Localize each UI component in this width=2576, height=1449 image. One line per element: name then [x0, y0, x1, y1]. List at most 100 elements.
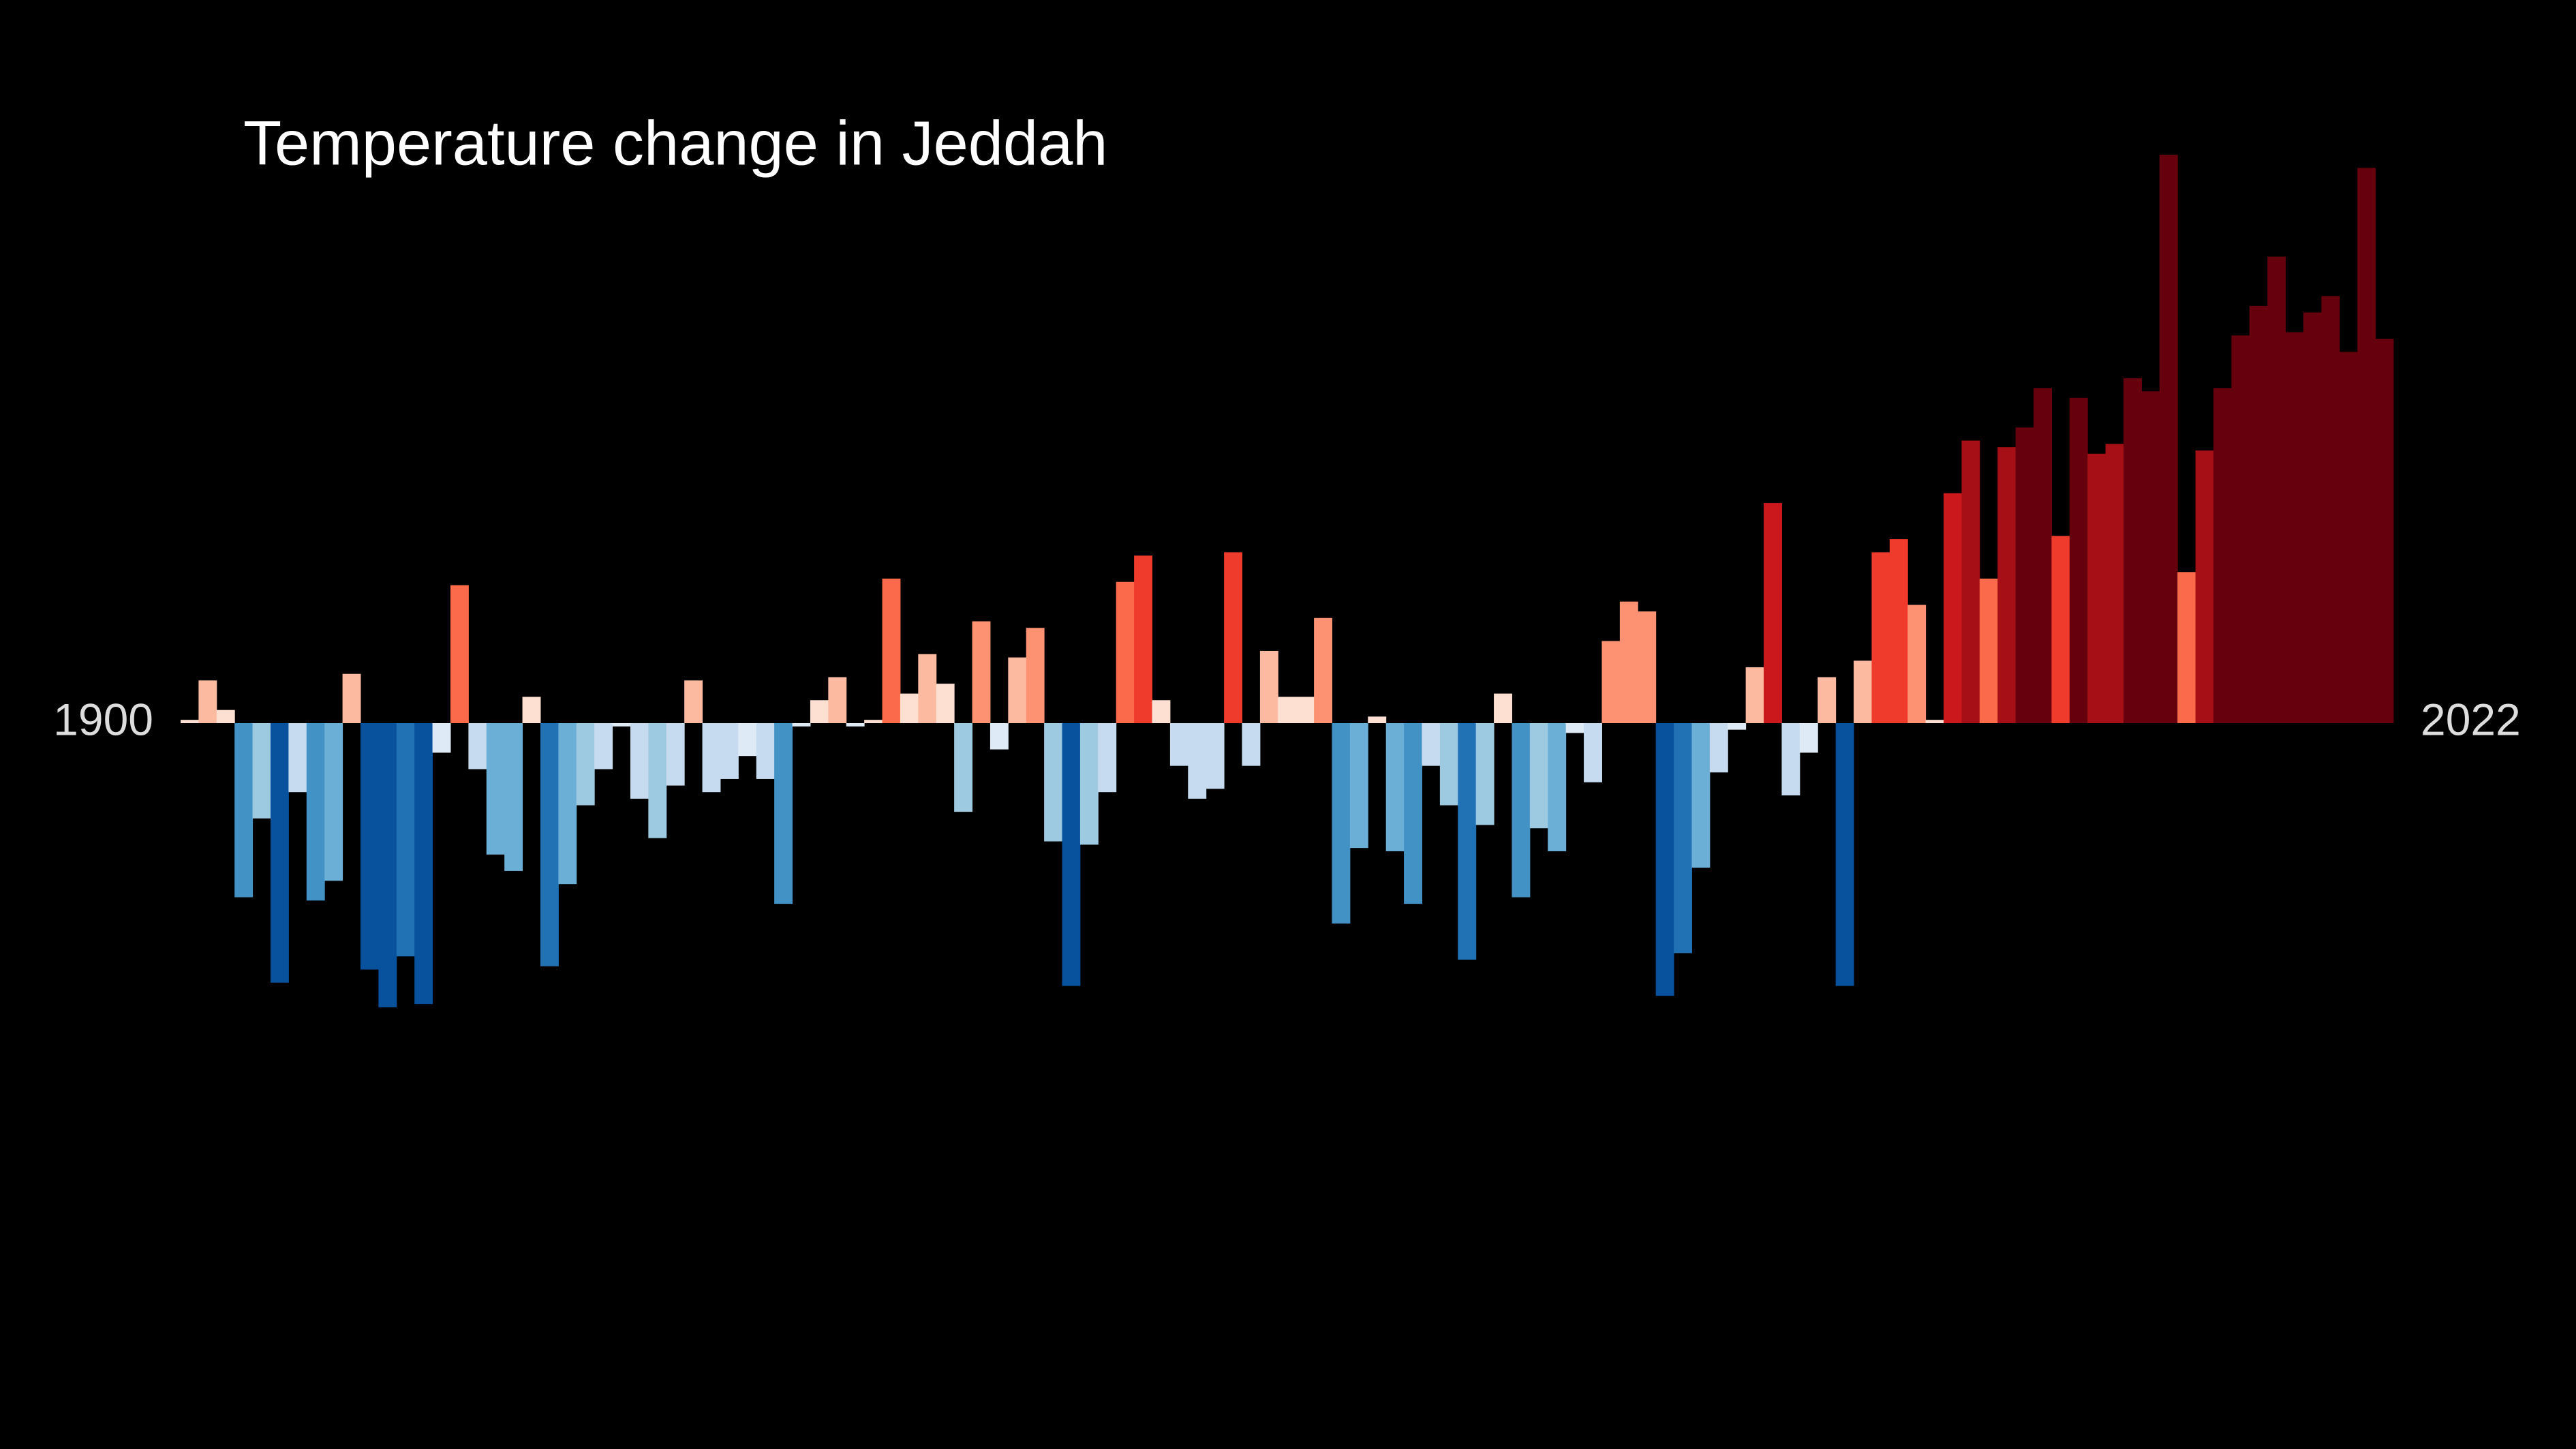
- bar: [1601, 641, 1621, 723]
- bar: [1188, 723, 1207, 799]
- bar: [522, 697, 541, 723]
- bar: [2375, 339, 2394, 723]
- bar: [1709, 723, 1728, 773]
- bar: [1224, 552, 1243, 723]
- bar: [1781, 723, 1800, 796]
- bar: [2195, 450, 2214, 723]
- bar: [612, 723, 631, 727]
- bar: [990, 723, 1009, 750]
- chart-title: Temperature change in Jeddah: [243, 108, 1107, 178]
- bar: [1494, 693, 1512, 723]
- bar: [1944, 493, 1962, 723]
- bar: [1368, 716, 1387, 723]
- bar: [1997, 447, 2017, 723]
- bar: [1979, 578, 1998, 723]
- bar: [432, 723, 451, 753]
- bar: [2069, 397, 2088, 723]
- bar: [954, 723, 973, 812]
- bar: [504, 723, 523, 871]
- bar: [1619, 601, 1638, 723]
- bar: [486, 723, 505, 855]
- x-tick-label: 2022: [2421, 694, 2521, 744]
- bar: [900, 693, 919, 723]
- bar: [1152, 700, 1171, 723]
- bar: [2105, 444, 2124, 723]
- x-tick-label: 1900: [53, 694, 153, 744]
- bar: [756, 723, 775, 779]
- bar: [2357, 168, 2376, 724]
- bar: [414, 723, 433, 1005]
- bar: [252, 723, 271, 819]
- bar: [270, 723, 289, 983]
- bar: [828, 677, 847, 723]
- bar: [216, 710, 235, 723]
- bar: [1044, 723, 1063, 842]
- bar: [1314, 617, 1332, 723]
- bar: [1674, 723, 1692, 954]
- bar: [1026, 628, 1045, 723]
- bar: [1799, 723, 1818, 753]
- bar: [306, 723, 325, 901]
- bar: [2015, 427, 2034, 723]
- bar: [360, 723, 379, 970]
- bar: [864, 720, 883, 723]
- bar: [1278, 697, 1297, 723]
- bar: [378, 723, 397, 1007]
- bar: [181, 720, 199, 723]
- bar: [1349, 723, 1368, 849]
- bar: [810, 700, 829, 723]
- bar: [1961, 440, 1980, 723]
- bar: [774, 723, 793, 904]
- bar: [2051, 536, 2070, 723]
- bar: [594, 723, 613, 769]
- bar: [1475, 723, 1494, 825]
- bar: [1764, 503, 1782, 723]
- bar: [288, 723, 307, 793]
- bar: [1134, 555, 1153, 723]
- bar: [1259, 650, 1278, 723]
- bar: [1745, 667, 1764, 723]
- bar: [1169, 723, 1189, 766]
- bar: [972, 621, 991, 723]
- bar: [2339, 352, 2358, 723]
- bar: [1584, 723, 1602, 782]
- bar: [2249, 305, 2268, 723]
- bar: [1835, 723, 1854, 986]
- bar: [1385, 723, 1405, 851]
- bar: [2231, 335, 2250, 723]
- bar: [1565, 723, 1584, 733]
- bar: [1907, 605, 1927, 723]
- bar: [396, 723, 415, 957]
- bar: [1854, 660, 1872, 723]
- bar: [1512, 723, 1531, 898]
- bar: [540, 723, 559, 966]
- bar: [2123, 378, 2142, 723]
- bar: [792, 723, 811, 727]
- bar: [1728, 723, 1747, 730]
- bar: [198, 680, 217, 723]
- bar: [1925, 720, 1944, 723]
- bar: [2087, 453, 2106, 723]
- bar: [2321, 296, 2340, 723]
- bar: [1116, 581, 1135, 723]
- bar: [1206, 723, 1225, 789]
- bar: [1818, 677, 1837, 723]
- bar: [648, 723, 667, 838]
- bar: [918, 654, 937, 723]
- bar: [720, 723, 739, 779]
- bar: [1871, 552, 1890, 723]
- bar: [1098, 723, 1117, 793]
- bar: [2285, 332, 2304, 723]
- bar: [1422, 723, 1441, 766]
- bar: [558, 723, 577, 885]
- bar: [1079, 723, 1099, 845]
- bar: [2303, 312, 2322, 723]
- bar: [1889, 539, 1908, 723]
- bar: [1655, 723, 1674, 996]
- bar: [666, 723, 685, 786]
- bar: [576, 723, 595, 806]
- bar: [2141, 391, 2160, 723]
- bar: [2213, 388, 2232, 723]
- bar: [2159, 155, 2178, 723]
